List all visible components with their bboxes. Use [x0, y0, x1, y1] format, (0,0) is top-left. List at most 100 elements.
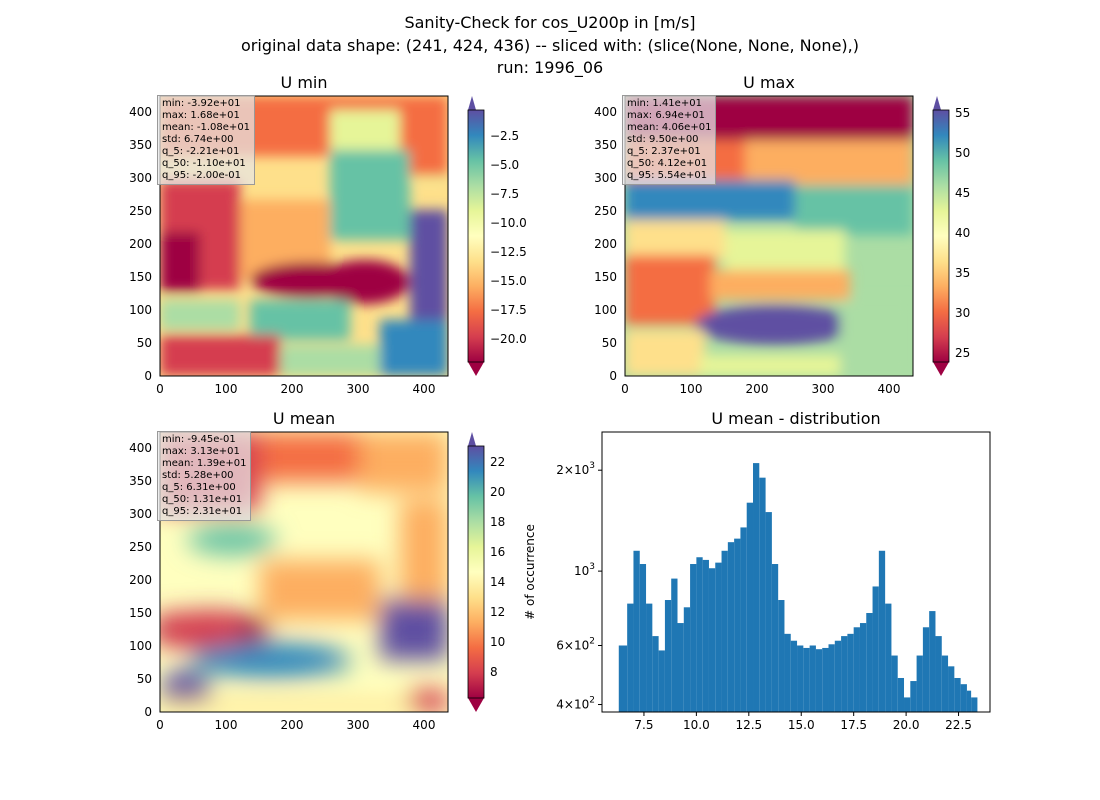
- stat-line: q_95: 5.54e+01: [627, 170, 708, 181]
- umax-ytick: 400: [594, 105, 617, 119]
- umin-cbar-tick: −20.0: [490, 332, 527, 346]
- umin-x-axis: 0 100 200 300 400: [156, 382, 435, 396]
- hist-bar: [671, 578, 678, 712]
- stat-line: q_50: 4.12e+01: [627, 158, 708, 169]
- stat-line: mean: 4.06e+01: [627, 122, 712, 133]
- umax-heatmap: [625, 96, 913, 376]
- umin-ytick: 300: [129, 171, 152, 185]
- umean-ytick: 350: [129, 474, 152, 488]
- hist-bar: [618, 645, 628, 712]
- panel-umin-title: U min: [281, 73, 328, 92]
- hist-bar: [935, 636, 942, 712]
- hist-ytick-label: 4×102: [556, 696, 595, 712]
- hist-bar: [658, 650, 665, 712]
- umean-ytick: 250: [129, 540, 152, 554]
- umax-x-axis: 0 100 200 300 400: [621, 382, 900, 396]
- umax-stats-box: min: 1.41e+01 max: 6.94e+01 mean: 4.06e+…: [622, 95, 717, 185]
- hist-ytick-label: 6×102: [556, 636, 595, 652]
- stat-line: max: 3.13e+01: [162, 446, 240, 457]
- umax-cbar-tick: 40: [955, 226, 970, 240]
- hist-bar: [859, 623, 867, 712]
- hist-bar: [746, 502, 754, 712]
- umin-xtick: 200: [281, 382, 304, 396]
- umax-cbar-tick: 45: [955, 186, 970, 200]
- suptitle-line-2: original data shape: (241, 424, 436) -- …: [241, 36, 859, 55]
- umin-ytick: 50: [137, 336, 152, 350]
- umean-ytick: 150: [129, 606, 152, 620]
- hist-xtick: 12.5: [735, 718, 762, 732]
- hist-bar: [929, 611, 936, 712]
- hist-ytick-label: 103: [574, 562, 595, 578]
- umean-cbar-tick: 14: [490, 575, 505, 589]
- hist-bar: [834, 640, 842, 712]
- hist-bar: [740, 527, 747, 712]
- umax-ytick: 0: [609, 369, 617, 383]
- hist-x-axis: 7.5 10.0 12.5 15.0 17.5 20.0 22.5: [634, 712, 972, 732]
- umax-cbar-tick: 25: [955, 346, 970, 360]
- hist-bar: [878, 550, 886, 712]
- hist-bar: [897, 677, 905, 712]
- stat-line: max: 1.68e+01: [162, 110, 240, 121]
- umin-xtick: 0: [156, 382, 164, 396]
- umean-cbar-tick: 18: [490, 515, 505, 529]
- umean-ytick: 100: [129, 639, 152, 653]
- stat-line: q_5: 2.37e+01: [627, 146, 701, 157]
- umean-xtick: 400: [413, 718, 436, 732]
- umax-cbar-tick: 55: [955, 106, 970, 120]
- hist-bar: [790, 640, 798, 712]
- umax-cbar-tick: 50: [955, 146, 970, 160]
- hist-bar: [696, 557, 703, 712]
- stat-line: mean: 1.39e+01: [162, 458, 247, 469]
- hist-bar: [677, 623, 684, 712]
- hist-bar: [885, 603, 892, 712]
- stat-line: std: 6.74e+00: [162, 134, 234, 145]
- hist-bar: [633, 550, 640, 712]
- umean-xtick: 0: [156, 718, 164, 732]
- umin-cbar-tick: −15.0: [490, 274, 527, 288]
- hist-bar: [683, 607, 691, 712]
- hist-bar: [727, 542, 735, 712]
- hist-y-axis: 4×102 6×102 103 2×103: [556, 461, 602, 712]
- stat-line: min: -3.92e+01: [162, 98, 241, 109]
- hist-bar: [960, 684, 967, 712]
- hist-bar: [734, 538, 741, 712]
- umin-cbar-tick: −7.5: [490, 187, 519, 201]
- hist-ylabel: # of occurrence: [523, 524, 537, 620]
- hist-bar: [778, 600, 785, 712]
- umax-xtick: 300: [812, 382, 835, 396]
- umean-cbar-tick: 16: [490, 545, 505, 559]
- hist-bar: [815, 649, 823, 712]
- panel-umean-title: U mean: [273, 409, 335, 428]
- umean-ytick: 300: [129, 507, 152, 521]
- hist-ytick-label: 2×103: [556, 461, 595, 477]
- umax-xtick: 400: [878, 382, 901, 396]
- hist-bar: [809, 645, 816, 712]
- hist-bar: [639, 564, 647, 712]
- stat-line: max: 6.94e+01: [627, 110, 705, 121]
- umin-cbar-tick: −2.5: [490, 129, 519, 143]
- umin-ytick: 0: [144, 369, 152, 383]
- hist-frame: [601, 431, 991, 713]
- hist-bar: [627, 603, 634, 712]
- umean-ytick: 200: [129, 573, 152, 587]
- hist-bars: [618, 463, 978, 712]
- hist-xtick: 17.5: [840, 718, 867, 732]
- umean-ytick: 0: [144, 705, 152, 719]
- hist-bar: [828, 644, 835, 712]
- umin-xtick: 100: [215, 382, 238, 396]
- umean-ytick: 50: [137, 672, 152, 686]
- hist-bar: [803, 647, 810, 712]
- hist-bar: [715, 562, 722, 712]
- umean-cbar-tick: 22: [490, 455, 505, 469]
- hist-bar: [941, 655, 949, 712]
- hist-xtick: 22.5: [945, 718, 972, 732]
- hist-bar: [646, 603, 653, 712]
- umin-ytick: 200: [129, 237, 152, 251]
- hist-bar: [690, 564, 697, 712]
- hist-bar: [797, 645, 804, 712]
- umin-ytick: 350: [129, 138, 152, 152]
- hist-bar: [866, 613, 873, 712]
- umin-xtick: 300: [347, 382, 370, 396]
- suptitle-line-3: run: 1996_06: [496, 58, 604, 77]
- hist-bar: [904, 697, 911, 712]
